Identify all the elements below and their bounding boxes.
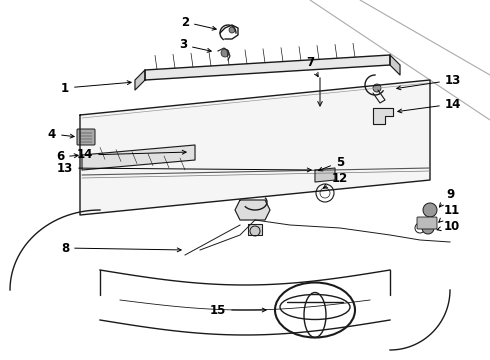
Text: 13: 13: [57, 162, 311, 175]
Polygon shape: [315, 168, 335, 182]
Text: 15: 15: [210, 303, 266, 316]
Polygon shape: [373, 108, 393, 124]
Circle shape: [373, 84, 381, 92]
FancyBboxPatch shape: [417, 217, 437, 229]
Text: 7: 7: [306, 55, 318, 77]
Text: 8: 8: [61, 242, 181, 255]
Circle shape: [423, 203, 437, 217]
Polygon shape: [390, 55, 400, 75]
Circle shape: [229, 27, 235, 33]
Circle shape: [221, 49, 229, 57]
Polygon shape: [248, 224, 262, 235]
Text: 6: 6: [56, 150, 78, 163]
Text: 13: 13: [397, 73, 461, 90]
Circle shape: [422, 222, 434, 234]
Text: 12: 12: [323, 171, 348, 188]
Text: 1: 1: [61, 81, 131, 94]
Text: 10: 10: [437, 220, 460, 233]
Polygon shape: [145, 55, 390, 80]
Text: 9: 9: [440, 188, 454, 207]
Polygon shape: [80, 80, 430, 215]
Polygon shape: [235, 200, 270, 220]
Text: 2: 2: [181, 15, 216, 30]
Text: 11: 11: [439, 203, 460, 222]
Text: 3: 3: [179, 39, 211, 52]
Text: 5: 5: [318, 156, 344, 171]
FancyBboxPatch shape: [77, 129, 95, 145]
Polygon shape: [82, 145, 195, 170]
Text: 14: 14: [77, 148, 186, 162]
Polygon shape: [135, 70, 145, 90]
Text: 14: 14: [398, 98, 461, 113]
Text: 4: 4: [48, 127, 74, 140]
